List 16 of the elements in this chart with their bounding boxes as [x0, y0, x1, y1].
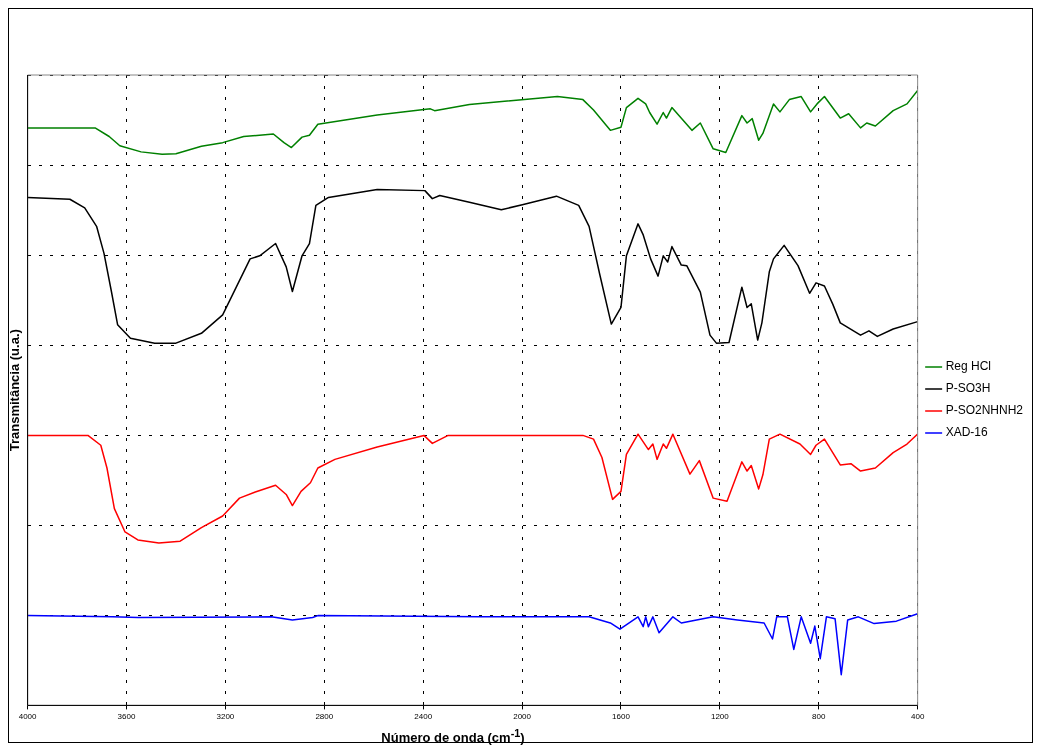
legend-label: P-SO2NHNH2: [945, 403, 1024, 418]
legend-label: XAD-16: [945, 425, 988, 440]
x-tick-label: 3600: [117, 712, 136, 722]
x-tick-label: 2800: [315, 712, 334, 722]
x-tick-label: 1600: [612, 712, 631, 722]
x-tick-label: 4000: [18, 712, 38, 722]
legend-label: Reg HCl: [945, 359, 992, 374]
x-tick-label: 3200: [216, 712, 235, 722]
x-tick-label: 2000: [513, 712, 532, 722]
y-axis-title: Transmitância (u.a.): [7, 329, 23, 452]
x-tick-label: 400: [910, 712, 925, 722]
x-axis-title: Número de onda (cm$^{-1}$): [380, 727, 526, 746]
x-tick-label: 2400: [414, 712, 433, 722]
legend-label: P-SO3H: [945, 381, 991, 396]
x-tick-label: 1200: [710, 712, 730, 722]
x-tick-label: 800: [812, 712, 826, 722]
